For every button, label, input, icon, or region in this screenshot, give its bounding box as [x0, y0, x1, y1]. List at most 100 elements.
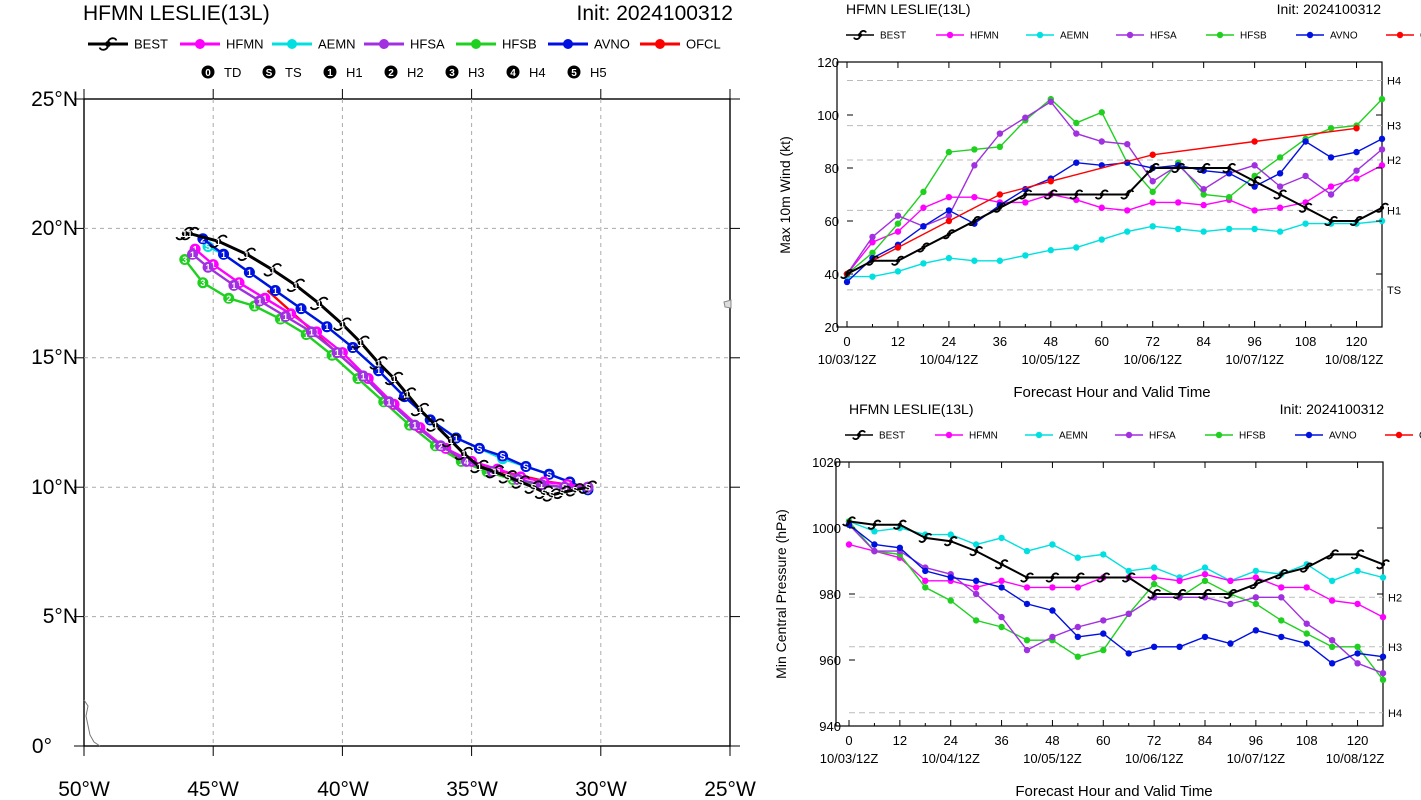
- legend-label: BEST: [880, 31, 906, 42]
- hurricane-arm: [865, 262, 874, 266]
- hurricane-eye: [1277, 192, 1283, 197]
- legend-label: HFSA: [1149, 431, 1176, 442]
- category-label: H4: [1388, 708, 1402, 720]
- best-track-storm-icon: [175, 226, 195, 241]
- data-point: [1149, 199, 1156, 206]
- legend-item-best: BEST: [88, 37, 168, 52]
- series-line-best: [846, 167, 1383, 275]
- hurricane-arm: [1071, 578, 1079, 583]
- hurricane-arm: [1094, 195, 1103, 200]
- track-symbol: 1: [187, 229, 192, 239]
- hurricane-eye: [1253, 582, 1258, 587]
- hurricane-eye: [895, 258, 901, 263]
- pressure-plot-frame: [835, 461, 1384, 727]
- best-track-storm-icon: [441, 433, 461, 448]
- hurricane-eye: [1304, 565, 1309, 570]
- legend-item-avno: AVNO: [1295, 431, 1357, 442]
- track-symbol: 1: [330, 351, 335, 361]
- x-tick-label: 72: [1147, 733, 1161, 748]
- hurricane-arm: [1222, 169, 1230, 174]
- track-symbol: 1: [190, 250, 195, 260]
- best-track-point-icon: [1298, 202, 1313, 213]
- legend-label: BEST: [879, 431, 905, 442]
- best-track-storm-icon: [470, 459, 489, 474]
- track-symbol: 1: [392, 374, 397, 384]
- hurricane-eye: [1126, 575, 1131, 580]
- hurricane-arm: [574, 483, 585, 488]
- y-tick-label: 120: [817, 55, 839, 70]
- best-track-storm-icon: [410, 402, 430, 417]
- hurricane-eye: [846, 519, 852, 524]
- hurricane-arm: [922, 242, 931, 247]
- hurricane-arm: [550, 488, 561, 493]
- track-point: [243, 266, 255, 278]
- hurricane-arm: [406, 387, 417, 392]
- track-symbol: S: [559, 488, 565, 498]
- track-symbol: 1: [412, 421, 417, 431]
- track-point: [520, 460, 532, 472]
- x-tick-label: 120: [1347, 733, 1369, 748]
- hurricane-arm: [478, 459, 489, 465]
- best-track-storm-icon: [237, 247, 257, 261]
- legend-item-avno: AVNO: [1296, 31, 1358, 42]
- intensity-label: H3: [468, 65, 485, 80]
- data-point: [1354, 660, 1361, 667]
- data-point: [971, 257, 978, 264]
- best-track-point-icon: [1376, 559, 1390, 570]
- x-date-label: 10/07/12Z: [1225, 352, 1284, 367]
- data-point: [1200, 191, 1207, 198]
- track-symbol: 1: [247, 268, 252, 278]
- data-point: [1073, 130, 1080, 137]
- hurricane-arm: [1171, 169, 1179, 174]
- x-tick-label: 96: [1249, 733, 1263, 748]
- track-point: [254, 295, 266, 307]
- legend-item-hfmn: HFMN: [180, 37, 264, 52]
- track-symbol: 1: [386, 397, 391, 407]
- data-point: [972, 617, 980, 624]
- hurricane-arm: [1026, 572, 1034, 577]
- hurricane-arm: [246, 247, 257, 253]
- track-symbol: 1: [262, 294, 267, 304]
- legend-item-aemn: AEMN: [272, 37, 356, 52]
- hurricane-eye: [1101, 575, 1106, 580]
- legend-item-aemn: AEMN: [1026, 31, 1089, 42]
- series-line-avno: [848, 524, 1384, 665]
- best-track-storm-icon: [263, 263, 282, 277]
- data-point: [1378, 95, 1386, 103]
- legend-marker: [1215, 431, 1223, 439]
- data-point: [1074, 623, 1082, 631]
- hurricane-eye: [416, 406, 423, 413]
- intensity-symbol: 0: [205, 68, 211, 79]
- x-tick-label: 108: [1296, 733, 1318, 748]
- intensity-symbol: 4: [510, 68, 516, 79]
- y-tick-label: 80: [825, 161, 839, 176]
- hurricane-arm: [1375, 209, 1383, 213]
- hurricane-arm: [1223, 595, 1232, 600]
- track-symbol: 1: [216, 237, 221, 247]
- legend-item-ofcl: OFCL: [1386, 31, 1421, 42]
- series-ofcl: [843, 125, 1360, 278]
- hurricane-arm: [1279, 189, 1287, 194]
- data-point: [920, 188, 927, 196]
- track-symbol: 1: [454, 434, 459, 444]
- x-tick-label: 48: [1044, 334, 1058, 349]
- x-tick-label: 24: [942, 334, 956, 349]
- data-point: [998, 534, 1005, 542]
- best-track-point-icon: [1350, 549, 1365, 560]
- data-point: [1302, 172, 1309, 180]
- y-tick-label: 20: [825, 320, 839, 335]
- data-point: [945, 217, 953, 225]
- hurricane-eye: [1176, 165, 1181, 171]
- category-label: H3: [1387, 121, 1401, 133]
- data-point: [1303, 584, 1310, 591]
- pressure-axes: 940 960 980 1000 1020 0 12 24 36 48 60 72 84 96 108 120…: [812, 455, 1384, 766]
- x-date-label: 10/04/12Z: [921, 751, 980, 766]
- hurricane-arm: [1177, 162, 1186, 167]
- hurricane-arm: [98, 46, 109, 51]
- best-track-point-icon: [1325, 549, 1339, 560]
- x-date-label: 10/06/12Z: [1125, 751, 1184, 766]
- series-line-avno: [846, 138, 1383, 283]
- data-point: [1150, 580, 1158, 588]
- data-point: [1023, 584, 1031, 591]
- intensity-label: H2: [407, 65, 424, 80]
